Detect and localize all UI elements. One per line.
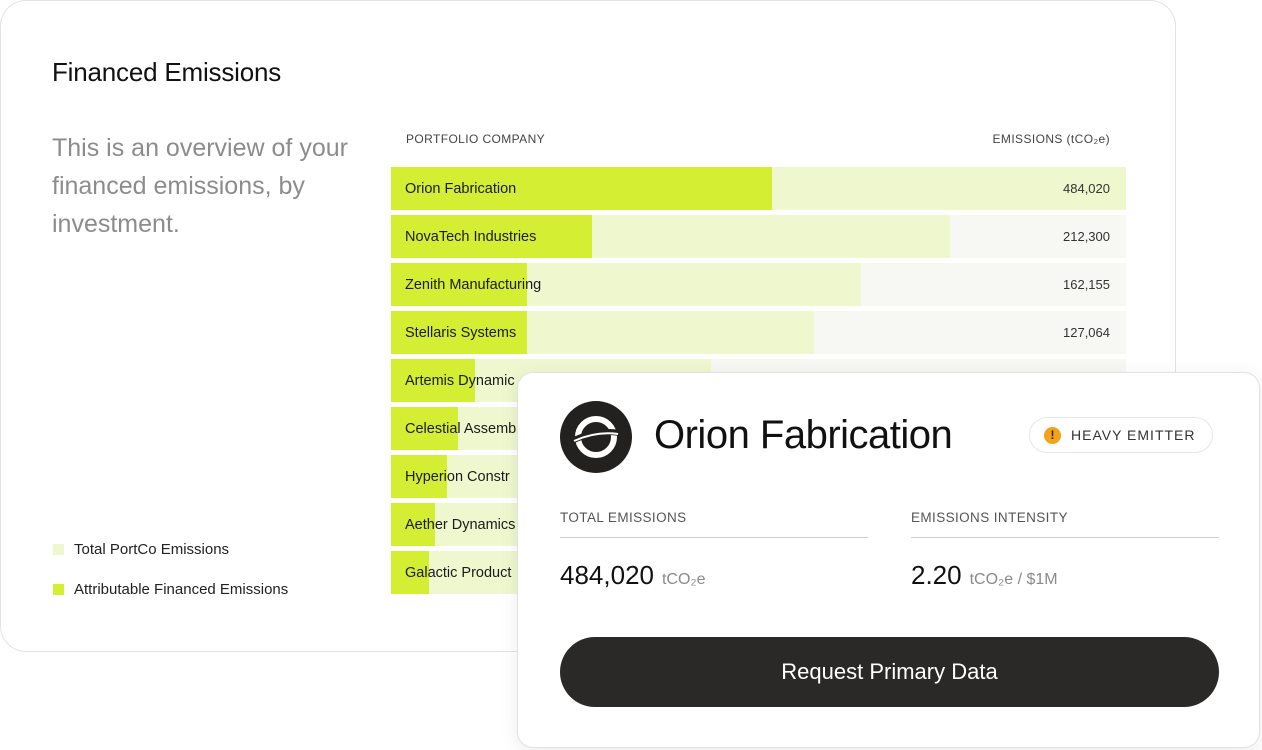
legend-swatch-total	[53, 543, 64, 555]
table-row[interactable]: Stellaris Systems 127,064	[391, 311, 1126, 354]
legend: Total PortCo Emissions Attributable Fina…	[53, 540, 288, 620]
bar-attributable-emissions	[391, 215, 592, 258]
row-company-label: Galactic Product	[405, 564, 512, 581]
column-header-emissions: EMISSIONS (tCO₂e)	[992, 132, 1110, 146]
legend-label-total: Total PortCo Emissions	[74, 540, 230, 558]
row-emissions-value: 162,155	[1063, 277, 1110, 292]
bar-attributable-emissions	[391, 311, 527, 354]
bar-attributable-emissions	[391, 503, 436, 546]
legend-item-attributable: Attributable Financed Emissions	[53, 580, 288, 598]
page-subtitle: This is an overview of your financed emi…	[52, 134, 348, 238]
bar-attributable-emissions	[391, 167, 772, 210]
bar-attributable-emissions	[391, 455, 447, 498]
row-emissions-value: 484,020	[1063, 181, 1110, 196]
warning-icon: !	[1044, 426, 1061, 444]
table-row[interactable]: Orion Fabrication 484,020	[391, 167, 1126, 210]
metric-value-row: 484,020 tCO₂e	[560, 560, 868, 591]
legend-swatch-attributable	[53, 583, 64, 595]
bar-attributable-emissions	[391, 407, 458, 450]
bar-attributable-emissions	[391, 359, 475, 402]
table-row[interactable]: Zenith Manufacturing 162,155	[391, 263, 1126, 306]
metric-number: 484,020	[560, 560, 654, 590]
legend-label-attributable: Attributable Financed Emissions	[74, 580, 289, 598]
heavy-emitter-badge: ! HEAVY EMITTER	[1029, 417, 1213, 453]
legend-item-total: Total PortCo Emissions	[53, 540, 288, 558]
metric-emissions-intensity: EMISSIONS INTENSITY 2.20 tCO₂e / $1M	[911, 510, 1219, 591]
metric-unit: tCO₂e	[661, 571, 706, 588]
row-emissions-value: 127,064	[1063, 325, 1110, 340]
metric-value-row: 2.20 tCO₂e / $1M	[911, 560, 1219, 591]
row-company-label: Orion Fabrication	[405, 180, 517, 197]
page-title: Financed Emissions	[52, 57, 282, 87]
table-row[interactable]: NovaTech Industries 212,300	[391, 215, 1126, 258]
detail-company-name: Orion Fabrication	[654, 413, 953, 457]
orion-logo-icon	[560, 401, 632, 473]
metric-label: EMISSIONS INTENSITY	[911, 510, 1219, 538]
bar-attributable-emissions	[391, 263, 527, 306]
row-company-label: Artemis Dynamic	[405, 372, 515, 389]
row-company-label: Aether Dynamics	[405, 516, 516, 533]
company-detail-card: Orion Fabrication ! HEAVY EMITTER TOTAL …	[517, 372, 1260, 748]
metric-total-emissions: TOTAL EMISSIONS 484,020 tCO₂e	[560, 510, 868, 591]
metric-unit: tCO₂e / $1M	[969, 571, 1058, 588]
row-company-label: NovaTech Industries	[405, 228, 537, 245]
row-company-label: Celestial Assemb	[405, 420, 517, 437]
request-primary-data-button[interactable]: Request Primary Data	[560, 637, 1219, 707]
column-header-company: PORTFOLIO COMPANY	[406, 132, 546, 146]
row-company-label: Hyperion Constr	[405, 468, 510, 485]
row-company-label: Stellaris Systems	[405, 324, 517, 341]
badge-label: HEAVY EMITTER	[1071, 427, 1196, 443]
metric-number: 2.20	[911, 560, 962, 590]
metric-label: TOTAL EMISSIONS	[560, 510, 868, 538]
row-emissions-value: 212,300	[1063, 229, 1110, 244]
bar-attributable-emissions	[391, 551, 430, 594]
row-company-label: Zenith Manufacturing	[405, 276, 542, 293]
